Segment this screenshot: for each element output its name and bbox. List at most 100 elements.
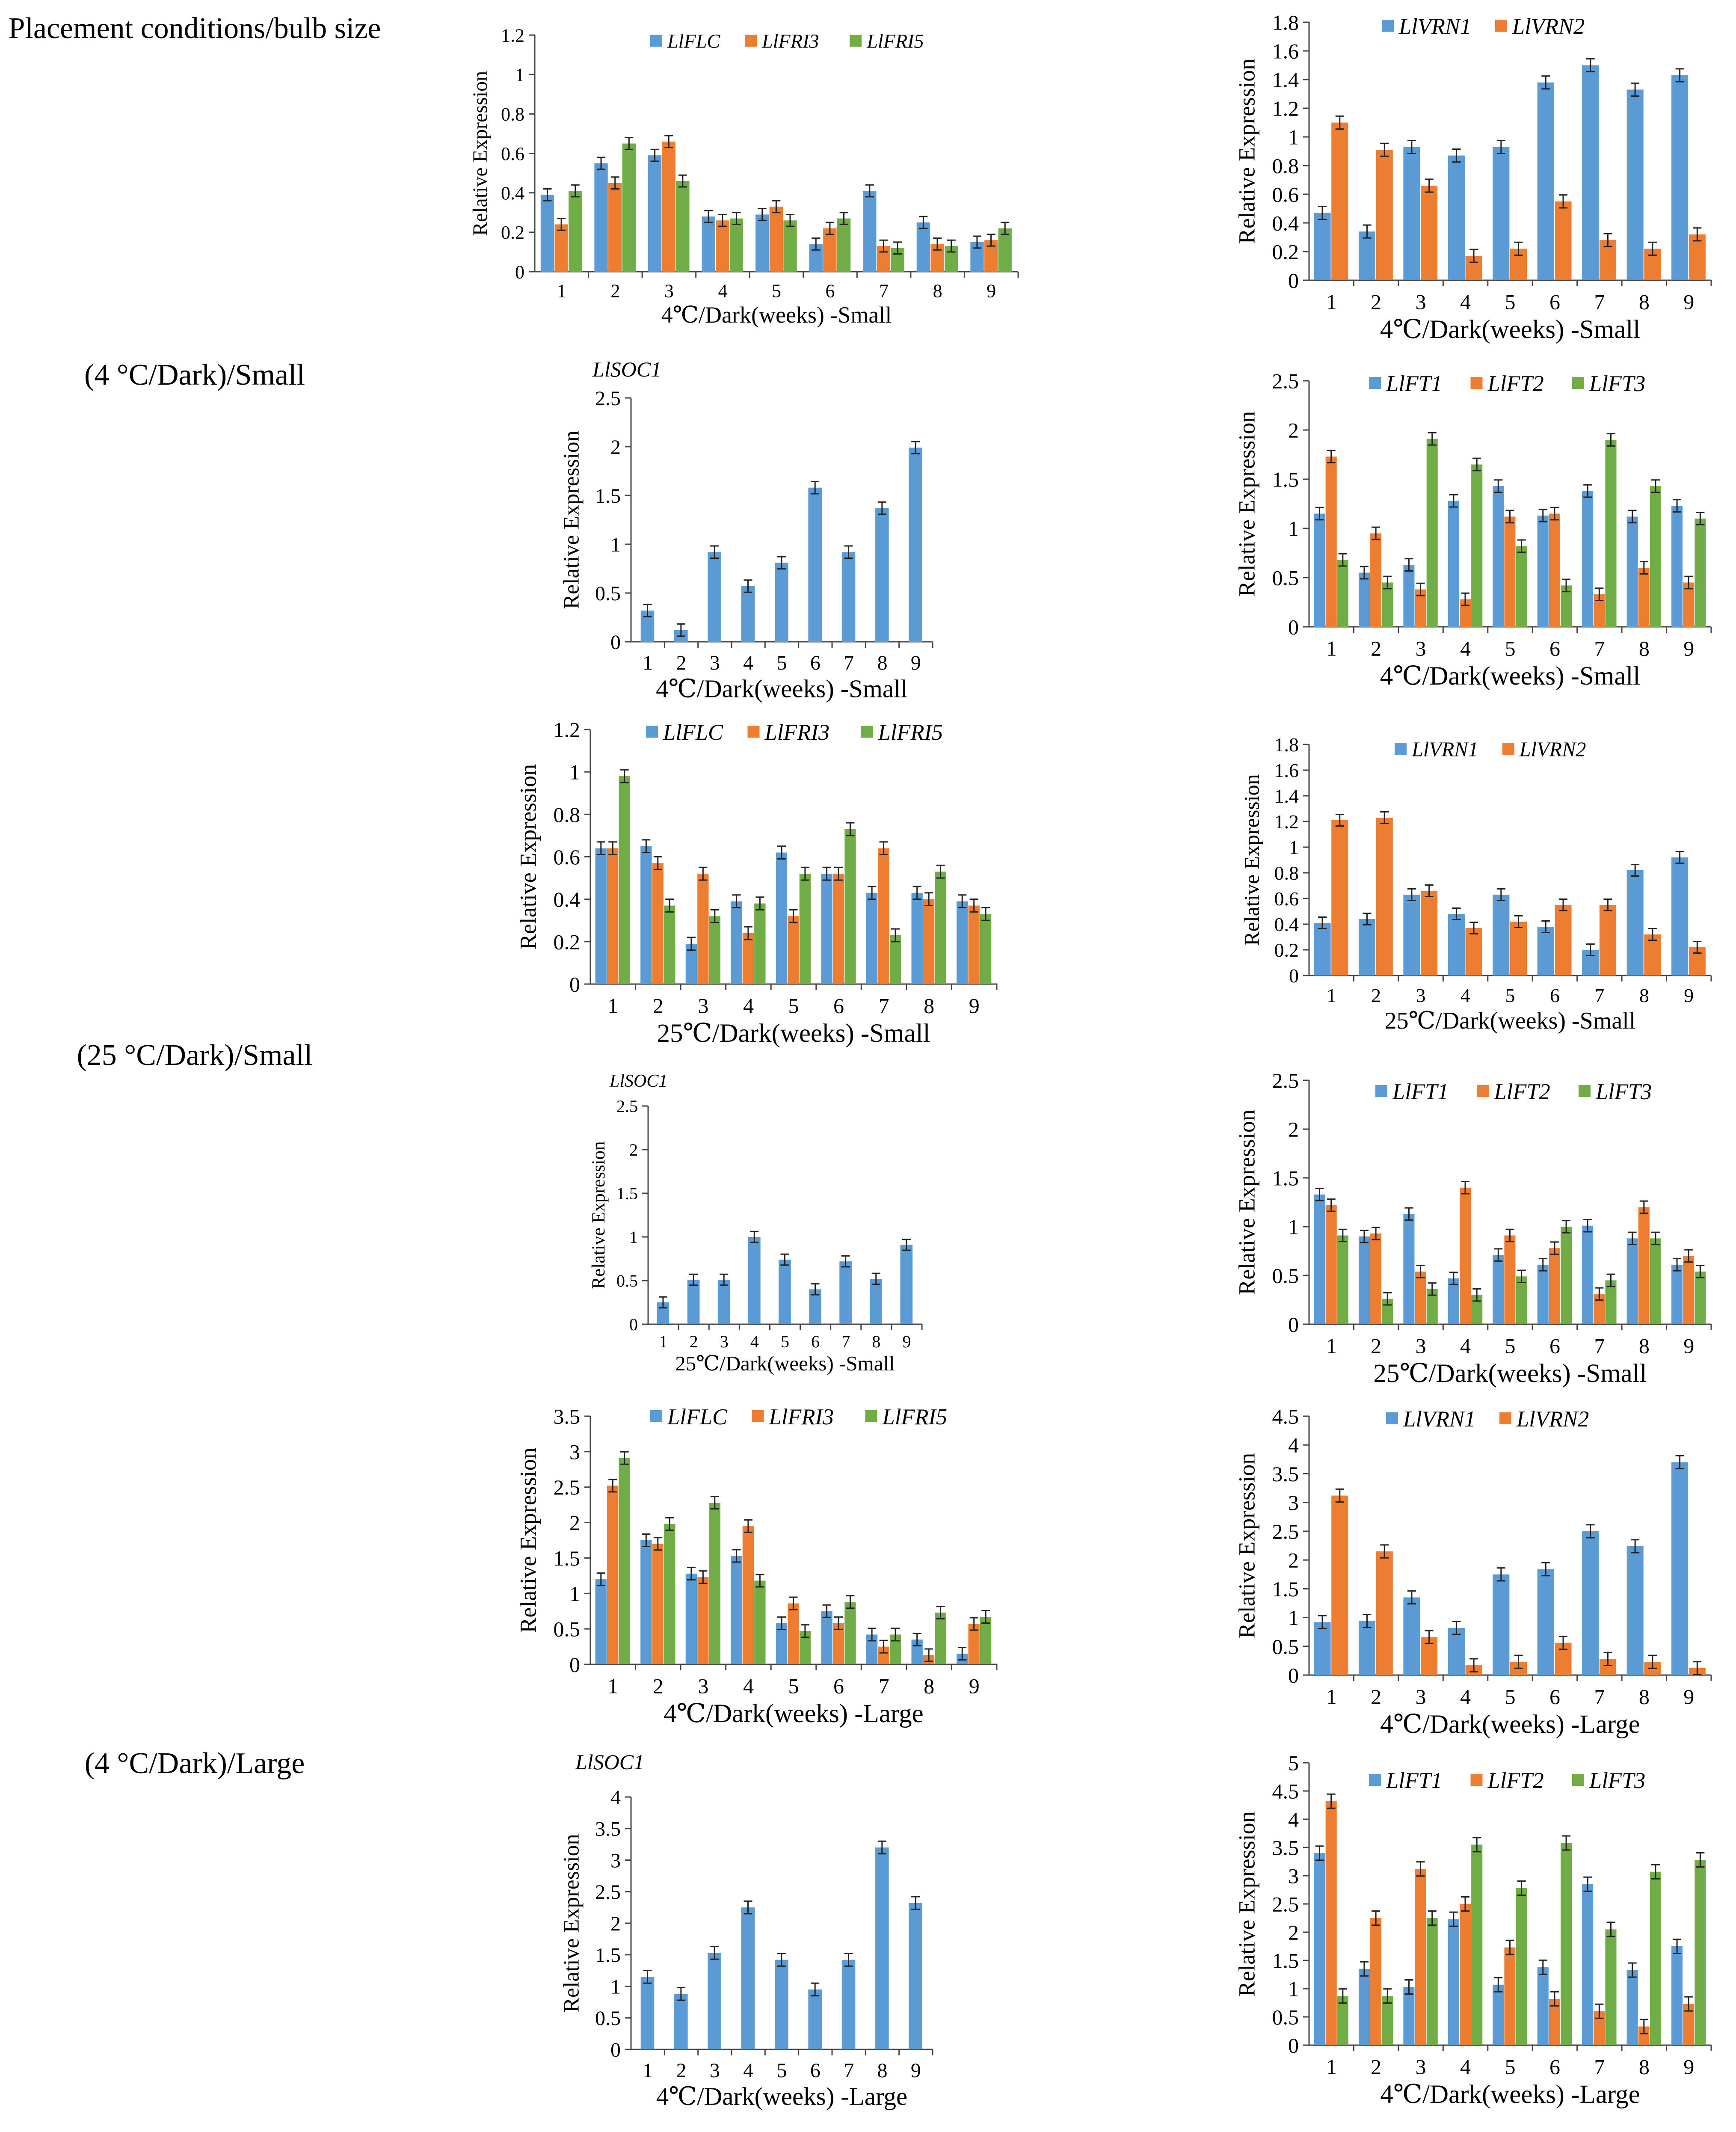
y-tick-label: 0 — [569, 973, 580, 996]
legend-swatch — [1572, 1774, 1584, 1786]
bar-LlFLC-week-7 — [863, 191, 877, 272]
bar-LlVRN1-week-9 — [1671, 857, 1689, 976]
bar-LlSOC1-week-5 — [775, 1960, 788, 2049]
y-tick-label: 4 — [610, 1786, 621, 1809]
bar-LlFRI3-week-1 — [607, 1486, 619, 1664]
x-tick-label: 2 — [610, 280, 620, 301]
legend-swatch — [1382, 20, 1394, 32]
y-tick-label: 0.8 — [554, 803, 581, 827]
bar-LlFT2-week-4 — [1459, 1187, 1471, 1324]
x-tick-label: 8 — [877, 2059, 888, 2082]
bar-LlFT2-week-2 — [1370, 1918, 1382, 2045]
bar-LlFRI5-week-8 — [935, 872, 946, 984]
bar-LlFRI5-week-4 — [754, 903, 766, 984]
bar-LlFLC-week-4 — [702, 216, 715, 272]
chart-c9: 0 0.5 1 1.5 2 2.5 3 3.5 1 2 3 4 5 6 7 8 9 4℃/Dark(weeks) … — [515, 1405, 998, 1728]
bar-LlVRN1-week-2 — [1358, 1621, 1376, 1675]
bar-LlFT3-week-5 — [1516, 1888, 1527, 2045]
y-tick-label: 2 — [610, 436, 621, 459]
bar-LlFT1-week-7 — [1582, 491, 1594, 627]
y-tick-label: 3 — [1288, 1864, 1299, 1888]
x-tick-label: 9 — [986, 280, 996, 301]
bar-LlFRI5-week-9 — [980, 1616, 992, 1664]
x-tick-label: 3 — [1416, 637, 1426, 661]
y-tick-label: 0 — [1288, 1313, 1299, 1337]
x-tick-label: 6 — [810, 2059, 821, 2082]
x-tick-label: 6 — [833, 1674, 844, 1698]
bar-LlFRI5-week-6 — [844, 829, 856, 984]
x-tick-label: 2 — [1371, 1334, 1381, 1358]
bar-LlFT3-week-3 — [1426, 439, 1438, 627]
x-tick-label: 1 — [1326, 637, 1337, 661]
bar-LlFLC-week-9 — [957, 901, 968, 984]
x-tick-label: 1 — [1326, 1334, 1337, 1358]
x-axis-label: 4℃/Dark(weeks) -Large — [1380, 2080, 1640, 2109]
x-tick-label: 7 — [841, 1332, 850, 1351]
x-tick-label: 3 — [664, 280, 674, 301]
x-axis-label: 4℃/Dark(weeks) -Small — [1380, 662, 1641, 691]
bar-LlVRN2-week-9 — [1689, 234, 1706, 280]
legend-swatch — [745, 35, 757, 47]
bar-LlFT1-week-6 — [1537, 1967, 1549, 2045]
bar-LlFLC-week-2 — [594, 163, 608, 272]
chart-c2: 0 0.2 0.4 0.6 0.8 1 1.2 1.4 1.6 1.8 1 2 3 4 5 6 7 8 9 4℃/Da… — [1234, 11, 1712, 344]
bar-LlFT1-week-3 — [1403, 565, 1415, 627]
x-tick-label: 2 — [1371, 1685, 1381, 1709]
x-tick-label: 5 — [781, 1332, 789, 1351]
x-tick-label: 9 — [969, 994, 980, 1018]
bar-LlVRN2-week-3 — [1421, 185, 1438, 280]
bar-LlFT1-week-8 — [1626, 1970, 1638, 2045]
bar-LlVRN2-week-1 — [1331, 1495, 1348, 1675]
y-tick-label: 1 — [1288, 1977, 1299, 2001]
bar-LlFT1-week-2 — [1358, 1236, 1370, 1324]
legend-label-LlFRI3: LlFRI3 — [769, 1405, 834, 1429]
x-tick-label: 5 — [1505, 637, 1516, 661]
bar-LlSOC1-week-9 — [900, 1245, 913, 1324]
bar-LlFRI3-week-6 — [823, 228, 837, 272]
chart-c8: 0 0.5 1 1.5 2 2.5 1 2 3 4 5 6 7 8 9 25℃/Dark(weeks) -Sm… — [1234, 1069, 1712, 1388]
y-tick-label: 0 — [610, 2039, 621, 2061]
bar-LlFT2-week-5 — [1504, 1235, 1516, 1324]
bar-LlFRI3-week-6 — [832, 1623, 844, 1664]
x-tick-label: 7 — [1594, 2055, 1605, 2079]
legend-label-LlFT2: LlFT2 — [1487, 1768, 1544, 1793]
chart-c11: 00.511.522.533.541 2 3 4 5 6 7 8 94℃/Dark(weeks)… — [560, 1750, 933, 2111]
x-tick-label: 4 — [1460, 1334, 1471, 1358]
y-tick-label: 3 — [1288, 1491, 1299, 1515]
bar-LlVRN2-week-4 — [1465, 928, 1482, 976]
y-tick-label: 0.5 — [595, 582, 621, 605]
bar-LlFRI3-week-3 — [697, 1577, 709, 1664]
bar-LlFT3-week-1 — [1337, 1996, 1348, 2045]
bar-LlVRN1-week-1 — [1314, 923, 1331, 976]
y-axis-label: Relative Expression — [515, 764, 541, 949]
bar-LlFRI5-week-5 — [783, 220, 797, 272]
bar-LlFRI5-week-4 — [754, 1580, 766, 1664]
x-tick-label: 5 — [1505, 1334, 1516, 1358]
x-axis-label: 4℃/Dark(weeks) -Small — [656, 675, 908, 703]
y-tick-label: 0 — [1288, 2034, 1299, 2058]
y-tick-label: 2.5 — [1272, 1519, 1299, 1543]
x-tick-label: 6 — [1549, 2055, 1560, 2079]
bar-LlFLC-week-4 — [731, 1556, 742, 1664]
bar-LlFRI5-week-6 — [844, 1602, 856, 1664]
bar-LlFT1-week-2 — [1358, 1969, 1370, 2045]
bar-LlFT3-week-9 — [1695, 1860, 1706, 2045]
chart-c6: 0 0.2 0.4 0.6 0.8 1 1.2 1.4 1.6 1.8 1 2 3 4 5 6 7 8 9 25℃/D… — [1240, 734, 1712, 1034]
bar-LlVRN1-week-3 — [1403, 1597, 1420, 1675]
x-tick-label: 3 — [698, 994, 708, 1018]
y-axis-label: Relative Expression — [469, 71, 492, 236]
bar-LlVRN1-week-8 — [1626, 870, 1644, 976]
x-tick-label: 4 — [1460, 1685, 1471, 1709]
bar-LlSOC1-week-9 — [909, 448, 922, 642]
x-tick-label: 3 — [710, 2059, 720, 2082]
x-axis-label: 4℃/Dark(weeks) -Large — [664, 1699, 923, 1728]
bar-LlFT2-week-1 — [1325, 457, 1337, 627]
x-tick-label: 8 — [933, 280, 942, 301]
y-tick-label: 5 — [1288, 1751, 1299, 1775]
bar-LlVRN1-week-5 — [1493, 1574, 1510, 1675]
chart-c10: 0 0.5 1 1.5 2 2.5 3 3.5 4 4.5 1 2 3 4 5 6 7 8 9 4℃/Dark(wee… — [1234, 1405, 1712, 1739]
x-tick-label: 6 — [1549, 1334, 1560, 1358]
bar-LlVRN2-week-6 — [1555, 905, 1572, 976]
x-tick-label: 1 — [557, 280, 566, 301]
y-tick-label: 0.6 — [1272, 183, 1299, 207]
